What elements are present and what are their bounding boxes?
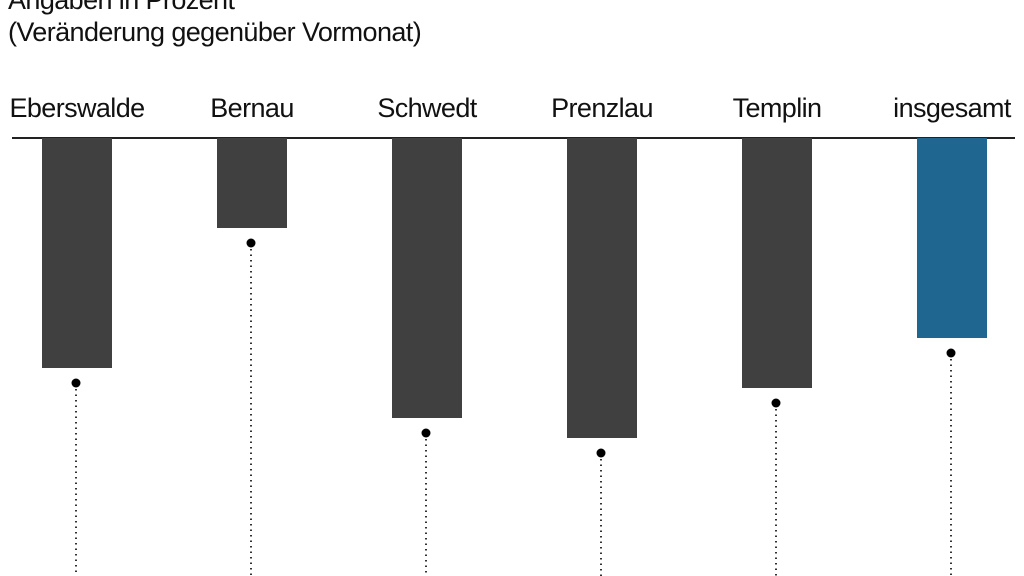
marker-dot bbox=[246, 238, 256, 248]
chart-subtitle: (Veränderung gegenüber Vormonat) bbox=[8, 17, 421, 47]
marker-dot bbox=[71, 378, 81, 388]
category-label: insgesamt bbox=[893, 93, 1012, 123]
bar bbox=[42, 138, 112, 368]
bar bbox=[742, 138, 812, 388]
category-label: Schwedt bbox=[377, 93, 477, 123]
category-label: Prenzlau bbox=[551, 93, 653, 123]
category-label: Eberswalde bbox=[9, 93, 144, 123]
bar bbox=[217, 138, 287, 228]
marker-dot bbox=[421, 428, 431, 438]
bar bbox=[917, 138, 987, 338]
chart-title: Angaben in Prozent bbox=[8, 0, 235, 15]
marker-dot bbox=[946, 348, 956, 358]
bar bbox=[567, 138, 637, 438]
marker-dot bbox=[596, 448, 606, 458]
category-label: Bernau bbox=[210, 93, 293, 123]
category-label: Templin bbox=[733, 93, 822, 123]
marker-dot bbox=[771, 398, 781, 408]
bar bbox=[392, 138, 462, 418]
